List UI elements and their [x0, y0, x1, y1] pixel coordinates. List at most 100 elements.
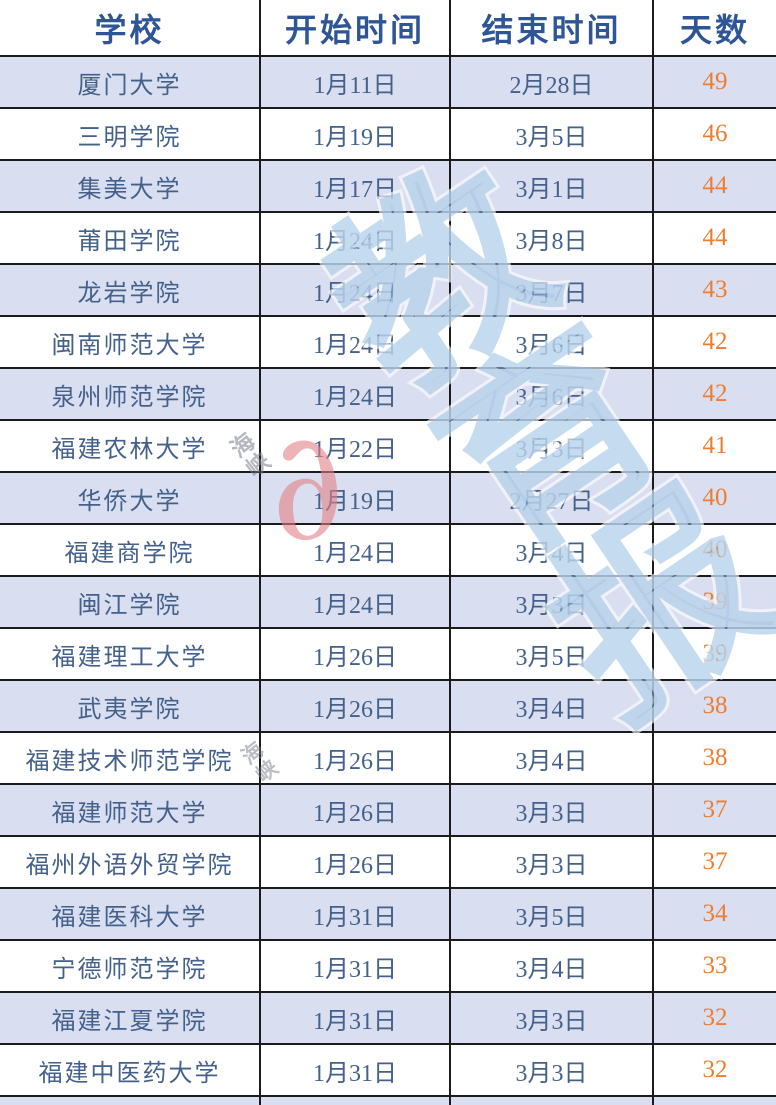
cell-end-date: 3月4日: [449, 731, 654, 785]
cell-school: 福建江夏学院: [0, 991, 261, 1045]
cell-school: 福建技术师范学院: [0, 731, 261, 785]
cell-start-date: 1月31日: [259, 939, 451, 993]
cell-end-date: 3月4日: [449, 523, 654, 577]
table-row: 福建中医药大学 1月31日 3月3日 32: [0, 1043, 776, 1097]
cell-start-date: 1月19日: [259, 107, 451, 161]
table-row: 福建商学院 1月24日 3月4日 40: [0, 523, 776, 577]
column-header-end-date: 结束时间: [449, 0, 654, 57]
cell-days: 32: [652, 1043, 776, 1097]
column-header-days: 天数: [652, 0, 776, 57]
cell-end-date: 3月8日: [449, 211, 654, 265]
cell-start-date: 1月24日: [259, 263, 451, 317]
cell-start-date: 1月26日: [259, 731, 451, 785]
cell-school: 福州大学: [0, 1095, 261, 1105]
cell-start-date: 1月26日: [259, 835, 451, 889]
cell-end-date: 3月3日: [449, 575, 654, 629]
cell-end-date: 3月4日: [449, 679, 654, 733]
table-row: 闽南师范大学 1月24日 3月6日 42: [0, 315, 776, 369]
cell-school: 龙岩学院: [0, 263, 261, 317]
table-row: 福建医科大学 1月31日 3月5日 34: [0, 887, 776, 941]
table-row: 泉州师范学院 1月24日 3月6日 42: [0, 367, 776, 421]
cell-start-date: 1月31日: [259, 1095, 451, 1105]
cell-start-date: 1月26日: [259, 627, 451, 681]
table-row: 福建师范大学 1月26日 3月3日 37: [0, 783, 776, 837]
table-row: 福建江夏学院 1月31日 3月3日 32: [0, 991, 776, 1045]
cell-days: 37: [652, 835, 776, 889]
cell-school: 闽江学院: [0, 575, 261, 629]
cell-start-date: 1月17日: [259, 159, 451, 213]
cell-days: 39: [652, 627, 776, 681]
cell-start-date: 1月24日: [259, 575, 451, 629]
cell-start-date: 1月24日: [259, 315, 451, 369]
cell-school: 三明学院: [0, 107, 261, 161]
cell-end-date: 3月7日: [449, 263, 654, 317]
cell-start-date: 1月24日: [259, 211, 451, 265]
cell-school: 华侨大学: [0, 471, 261, 525]
cell-end-date: 3月6日: [449, 315, 654, 369]
cell-days: 32: [652, 991, 776, 1045]
cell-school: 厦门大学: [0, 55, 261, 109]
cell-days: 39: [652, 575, 776, 629]
table-row: 闽江学院 1月24日 3月3日 39: [0, 575, 776, 629]
cell-days: 30: [652, 1095, 776, 1105]
cell-school: 福建商学院: [0, 523, 261, 577]
cell-end-date: 3月3日: [449, 419, 654, 473]
table-header-row: 学校 开始时间 结束时间 天数: [0, 0, 776, 57]
table-row: 莆田学院 1月24日 3月8日 44: [0, 211, 776, 265]
cell-start-date: 1月24日: [259, 367, 451, 421]
cell-start-date: 1月31日: [259, 887, 451, 941]
cell-start-date: 1月22日: [259, 419, 451, 473]
cell-days: 49: [652, 55, 776, 109]
table-row: 华侨大学 1月19日 2月27日 40: [0, 471, 776, 525]
cell-days: 44: [652, 211, 776, 265]
cell-school: 福建理工大学: [0, 627, 261, 681]
cell-school: 莆田学院: [0, 211, 261, 265]
cell-school: 福州外语外贸学院: [0, 835, 261, 889]
cell-days: 33: [652, 939, 776, 993]
cell-days: 34: [652, 887, 776, 941]
cell-end-date: 3月6日: [449, 367, 654, 421]
cell-end-date: 3月3日: [449, 835, 654, 889]
cell-days: 43: [652, 263, 776, 317]
cell-days: 40: [652, 523, 776, 577]
cell-days: 42: [652, 315, 776, 369]
cell-days: 38: [652, 679, 776, 733]
cell-start-date: 1月11日: [259, 55, 451, 109]
table-row: 福建理工大学 1月26日 3月5日 39: [0, 627, 776, 681]
cell-school: 闽南师范大学: [0, 315, 261, 369]
cell-start-date: 1月31日: [259, 991, 451, 1045]
cell-end-date: 3月5日: [449, 627, 654, 681]
cell-school: 福建医科大学: [0, 887, 261, 941]
cell-days: 41: [652, 419, 776, 473]
cell-school: 集美大学: [0, 159, 261, 213]
cell-days: 37: [652, 783, 776, 837]
cell-days: 42: [652, 367, 776, 421]
cell-end-date: 3月1日: [449, 159, 654, 213]
cell-school: 宁德师范学院: [0, 939, 261, 993]
cell-school: 福建中医药大学: [0, 1043, 261, 1097]
cell-school: 泉州师范学院: [0, 367, 261, 421]
table-row: 福州外语外贸学院 1月26日 3月3日 37: [0, 835, 776, 889]
cell-school: 武夷学院: [0, 679, 261, 733]
table-row: 武夷学院 1月26日 3月4日 38: [0, 679, 776, 733]
cell-days: 46: [652, 107, 776, 161]
table-row: 厦门大学 1月11日 2月28日 49: [0, 55, 776, 109]
cell-end-date: 3月5日: [449, 887, 654, 941]
cell-start-date: 1月24日: [259, 523, 451, 577]
table-header: 学校 开始时间 结束时间 天数: [0, 0, 776, 57]
table-body: 厦门大学 1月11日 2月28日 49 三明学院 1月19日 3月5日 46 集美大学 1月17日…: [0, 55, 776, 1105]
cell-end-date: 3月3日: [449, 991, 654, 1045]
cell-end-date: 3月4日: [449, 939, 654, 993]
cell-end-date: 3月3日: [449, 783, 654, 837]
cell-end-date: 3月5日: [449, 107, 654, 161]
cell-days: 44: [652, 159, 776, 213]
cell-days: 40: [652, 471, 776, 525]
table-row: 福州大学1月31日3月1日30: [0, 1095, 776, 1105]
cell-end-date: 2月27日: [449, 471, 654, 525]
column-header-start-date: 开始时间: [259, 0, 451, 57]
table-row: 福建农林大学 1月22日 3月3日 41: [0, 419, 776, 473]
cell-school: 福建师范大学: [0, 783, 261, 837]
table-row: 福建技术师范学院 1月26日 3月4日 38: [0, 731, 776, 785]
cell-end-date: 2月28日: [449, 55, 654, 109]
